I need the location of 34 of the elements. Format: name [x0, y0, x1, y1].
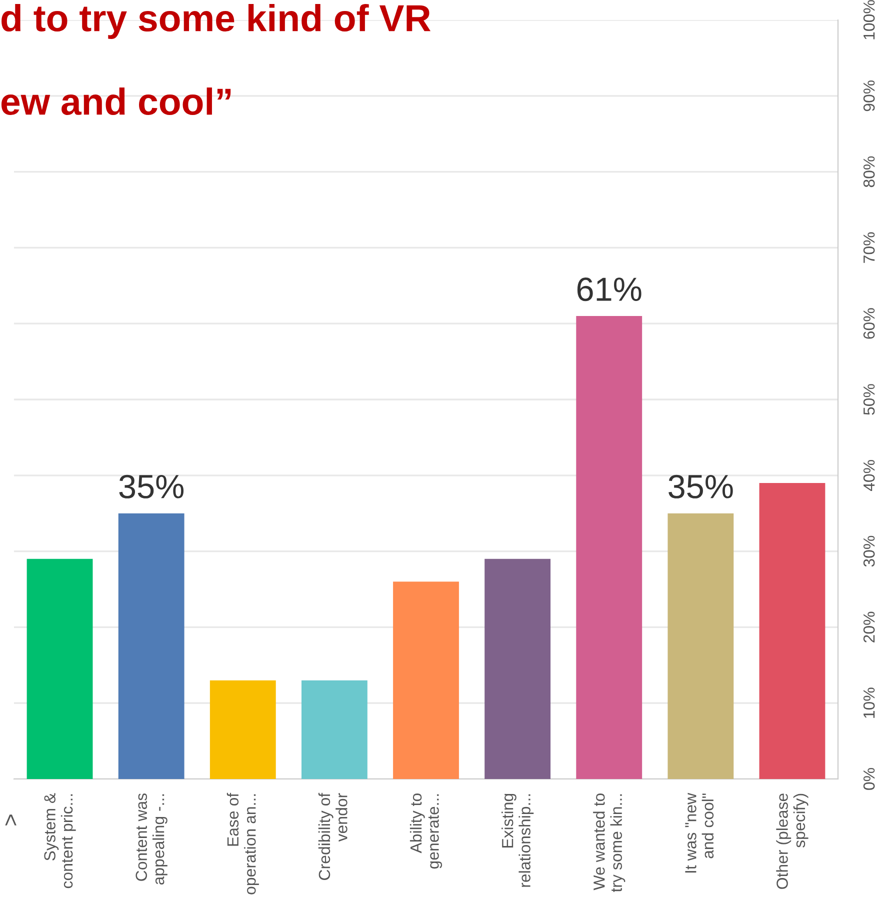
bar — [301, 680, 368, 779]
x-tick-label: It was "new and cool" — [685, 792, 714, 873]
y-tick-label: 90% — [863, 80, 875, 112]
x-tick-label: Ability to generate... — [410, 794, 442, 869]
y-tick-label: 50% — [863, 384, 875, 415]
x-tick-label: Content was appealing -... — [136, 793, 168, 885]
data-label: 61% — [577, 277, 642, 302]
x-tick-label: Ease of operation an... — [226, 792, 259, 894]
x-tick-label: We wanted to try some kin... — [593, 794, 626, 892]
bar — [759, 482, 826, 779]
x-tick-label: Existing relationship... — [502, 794, 534, 887]
bar — [393, 582, 459, 779]
y-tick-label: 60% — [863, 308, 875, 339]
bar — [210, 680, 276, 779]
y-tick-label: 100% — [863, 0, 875, 40]
y-tick-label: 40% — [863, 460, 875, 492]
bar — [668, 513, 734, 779]
bar — [484, 558, 551, 779]
y-tick-label: 0% — [863, 768, 875, 790]
data-label: 35% — [668, 474, 733, 498]
x-tick-label: Other (please specify) — [776, 794, 808, 889]
y-tick-label: 10% — [863, 688, 875, 718]
bar — [26, 558, 93, 779]
text: > — [5, 814, 16, 826]
y-tick-label: 70% — [863, 232, 875, 263]
bar — [576, 316, 642, 779]
y-tick-label: 20% — [863, 612, 875, 642]
y-tick-label: 80% — [863, 156, 875, 188]
bar — [118, 513, 184, 779]
x-tick-label: System & content pric... — [44, 793, 76, 888]
y-tick-label: 30% — [863, 536, 875, 567]
x-tick-label: Credibility of vendor — [318, 792, 348, 880]
data-label: 35% — [119, 474, 184, 498]
chart-title: d to try some kind of VR ew and cool” — [1, 4, 431, 116]
